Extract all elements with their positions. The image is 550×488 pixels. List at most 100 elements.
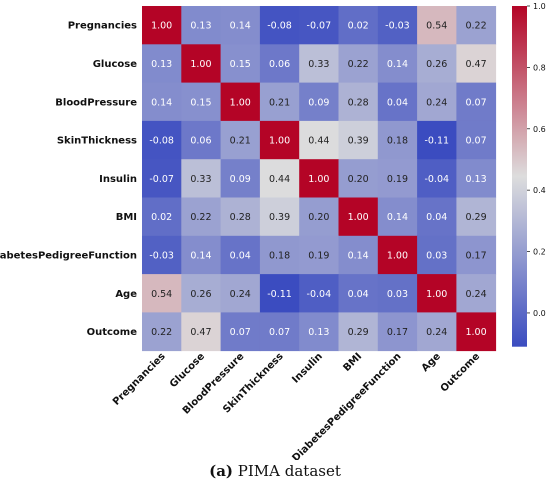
heatmap-cell (338, 197, 379, 237)
cell-value-label: 0.54 (426, 21, 447, 32)
column-label: Outcome (439, 351, 483, 395)
cell-value-label: 0.33 (308, 59, 329, 70)
cell-value-label: -0.11 (267, 289, 292, 300)
heatmap-cell (181, 197, 221, 237)
column-label: BMI (341, 351, 364, 374)
cell-value-label: 1.00 (308, 174, 329, 185)
cell-value-label: 0.17 (465, 250, 486, 261)
heatmap-cell (417, 312, 457, 352)
heatmap-cell (417, 159, 457, 198)
heatmap-cell (377, 235, 418, 275)
heatmap-cell (299, 120, 339, 160)
heatmap-cell (456, 235, 497, 275)
colorbar-tick-label: 0.8 (533, 63, 546, 72)
cell-value-label: 0.22 (151, 327, 172, 338)
heatmap-cell (181, 44, 221, 83)
heatmap-cell (259, 82, 300, 122)
heatmap-cell (299, 235, 339, 275)
heatmap-cell (456, 274, 497, 313)
cell-value-label: -0.11 (424, 136, 449, 147)
heatmap-cell (417, 6, 457, 45)
colorbar: 1.0 0.8 0.6 0.4 0.2 0.0 (512, 2, 546, 347)
cell-value-label: 0.28 (230, 212, 251, 223)
heatmap-cell (338, 274, 379, 313)
heatmap-cell (417, 82, 457, 122)
heatmap-cell (181, 274, 221, 313)
heatmap-cell (456, 197, 497, 237)
cell-value-label: 0.09 (230, 174, 251, 185)
colorbar-tick-label: 0.0 (533, 309, 546, 318)
cell-value-label: 1.00 (151, 21, 172, 32)
heatmap-cell (220, 82, 261, 122)
cell-value-label: 0.03 (387, 289, 408, 300)
heatmap-cell (456, 312, 497, 352)
cell-value-label: 0.54 (151, 289, 172, 300)
heatmap-cell (299, 44, 339, 83)
cell-value-label: 0.13 (465, 174, 486, 185)
cell-value-label: 0.21 (269, 97, 290, 108)
cell-value-label: 0.14 (230, 21, 251, 32)
cell-value-label: 0.24 (465, 289, 486, 300)
heatmap-cell (220, 120, 261, 160)
heatmap-cell (259, 120, 300, 160)
heatmap-cell (417, 120, 457, 160)
cell-value-label: 0.33 (190, 174, 211, 185)
heatmap-cell (220, 44, 261, 83)
cell-value-label: 0.04 (387, 97, 408, 108)
heatmap-cell (377, 274, 418, 313)
cell-value-label: 0.07 (230, 327, 251, 338)
heatmap-cell (456, 120, 497, 160)
heatmap-cell (456, 44, 497, 83)
cell-value-label: 0.22 (190, 212, 211, 223)
heatmap-cell (299, 6, 339, 45)
heatmap-cell (220, 197, 261, 237)
cell-value-label: 0.26 (426, 59, 447, 70)
cell-value-label: 0.04 (348, 289, 369, 300)
cell-value-label: 0.29 (465, 212, 486, 223)
cell-value-label: 0.14 (190, 250, 211, 261)
cell-value-label: 0.20 (308, 212, 329, 223)
cell-value-label: 0.15 (190, 97, 211, 108)
heatmap-cell (142, 159, 182, 198)
heatmap-cell (220, 274, 261, 313)
cell-value-label: -0.04 (307, 289, 332, 300)
cell-value-label: 0.28 (348, 97, 369, 108)
heatmap-cell (377, 44, 418, 83)
heatmap-cell (259, 274, 300, 313)
heatmap-cell (259, 197, 300, 237)
cell-value-label: 0.03 (426, 250, 447, 261)
correlation-heatmap: 1.00 0.13 0.14 -0.08 -0.07 0.02 -0.03 0.54 0.22 0… (0, 2, 546, 460)
heatmap-cell (338, 6, 379, 45)
cell-value-label: 0.24 (426, 97, 447, 108)
heatmap-cell (377, 159, 418, 198)
heatmap-cell (299, 274, 339, 313)
colorbar-gradient (512, 6, 527, 347)
cell-value-label: 0.47 (465, 59, 486, 70)
cell-value-label: 0.15 (230, 59, 251, 70)
heatmap-cell (338, 82, 379, 122)
cell-value-label: 0.17 (387, 327, 408, 338)
cell-value-label: 0.14 (151, 97, 172, 108)
cell-value-label: 0.24 (230, 289, 251, 300)
row-label: SkinThickness (57, 136, 137, 147)
cell-value-label: 0.19 (308, 250, 329, 261)
cell-value-label: -0.07 (149, 174, 174, 185)
cell-value-label: 1.00 (269, 136, 290, 147)
cell-value-label: 0.22 (465, 21, 486, 32)
heatmap-cell (142, 6, 182, 45)
heatmap-cell (142, 274, 182, 313)
heatmap-cell (142, 312, 182, 352)
cell-value-label: 0.07 (465, 97, 486, 108)
row-labels: Pregnancies Glucose BloodPressure SkinThick… (0, 21, 137, 338)
heatmap-cell (259, 159, 300, 198)
heatmap-cell (142, 235, 182, 275)
heatmap-cell (456, 6, 497, 45)
colorbar-tick-label: 0.6 (533, 125, 546, 134)
heatmap-cell (417, 274, 457, 313)
cell-value-label: 0.18 (269, 250, 290, 261)
cell-value-label: 0.26 (190, 289, 211, 300)
heatmap-cell (338, 235, 379, 275)
heatmap-cell (377, 312, 418, 352)
cell-value-label: 1.00 (387, 250, 408, 261)
row-label: DiabetesPedigreeFunction (0, 250, 137, 261)
